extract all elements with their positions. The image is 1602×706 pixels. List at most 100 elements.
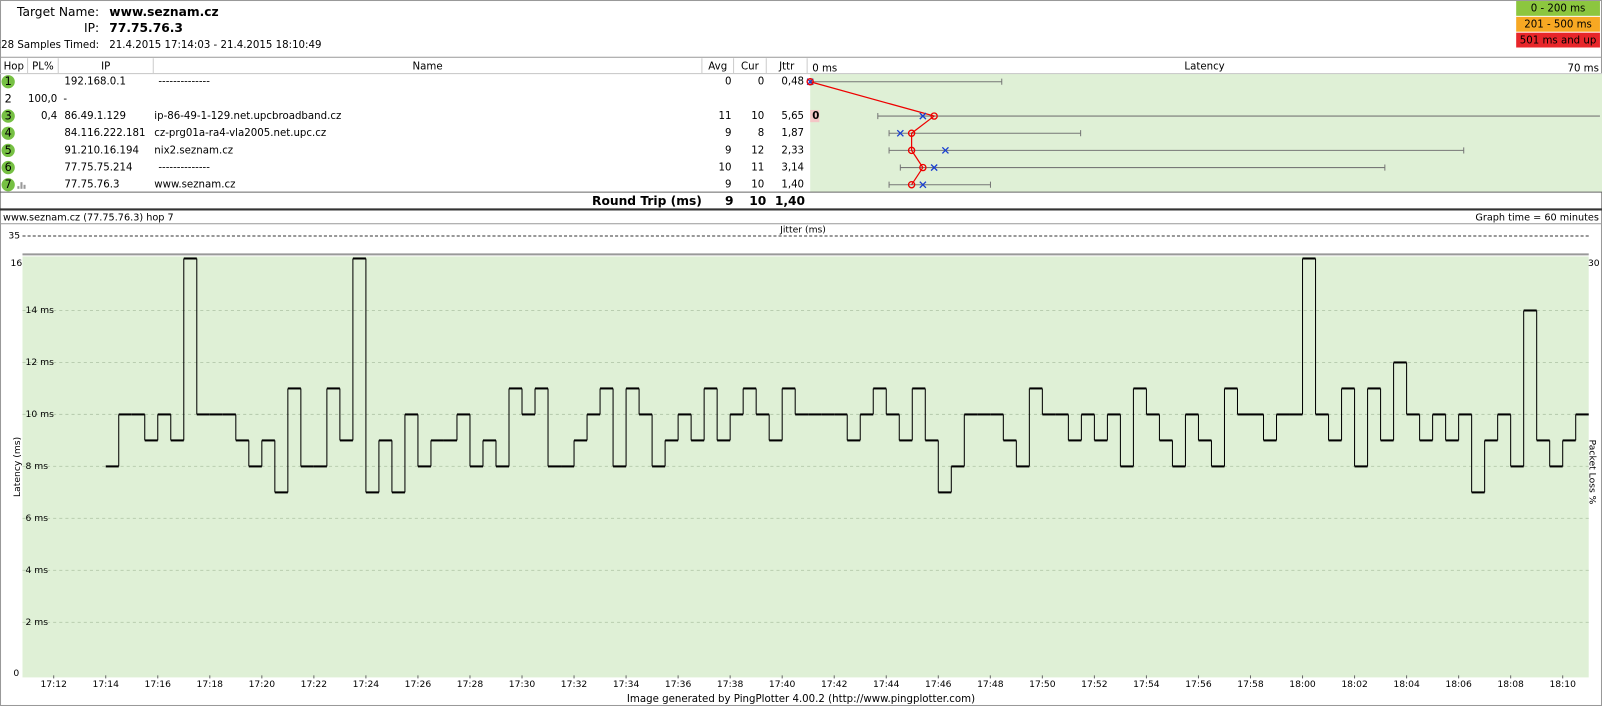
graph-icon (20, 182, 23, 189)
x-tick-label: 18:08 (1497, 679, 1524, 690)
ip: 77.75.76.3 (109, 21, 183, 35)
loss-marker: 0 (812, 111, 819, 122)
cur-marker (941, 146, 949, 154)
column-header: Hop (4, 61, 24, 72)
x-tick-label: 17:24 (353, 679, 380, 690)
column-header: Avg (708, 61, 727, 72)
cur-marker (896, 129, 904, 137)
cur: 11 (751, 163, 764, 174)
x-tick-label: 17:16 (145, 679, 172, 690)
y-tick-label: 4 ms (26, 565, 49, 576)
x-tick-label: 18:10 (1549, 679, 1576, 690)
latency-range (888, 147, 1465, 154)
hop: 7 (5, 178, 12, 191)
y2-axis-label: Packet Loss % (1586, 440, 1597, 505)
hop-badge (1, 143, 15, 158)
cur-marker (919, 181, 927, 189)
jitter-tick: 35 (8, 231, 20, 242)
y-tick-label: 0 (13, 668, 19, 679)
jitter: 0,48 (781, 77, 804, 88)
ip: 192.168.0.1 (64, 77, 126, 88)
x-tick-label: 18:00 (1289, 679, 1316, 690)
x-tick-label: 17:40 (769, 679, 796, 690)
x-tick-label: 17:38 (717, 679, 744, 690)
avg: 9 (725, 145, 731, 156)
hop-badge (1, 109, 15, 123)
y-tick-label: 10 ms (26, 409, 55, 420)
cur: 10 (751, 180, 764, 191)
x-tick-label: 18:04 (1393, 679, 1420, 690)
column-header: PL% (32, 61, 54, 72)
jitter: 2,33 (781, 145, 804, 156)
avg-marker (806, 78, 814, 86)
cur: 12 (751, 145, 764, 156)
x-tick-label: 18:02 (1341, 679, 1367, 690)
hop-badge (1, 126, 15, 140)
x-tick-label: 17:28 (457, 679, 484, 690)
latency-title: Latency (1184, 61, 1224, 72)
avg-marker (930, 112, 938, 120)
legend-swatch (1516, 16, 1600, 32)
graph-area (22, 256, 1589, 678)
legend-swatch (1516, 32, 1600, 48)
hop-badge (1, 160, 15, 175)
hop: 1 (5, 75, 12, 88)
round-trip-cur: 10 (749, 194, 766, 208)
graph-time: Graph time = 60 minutes (1475, 213, 1599, 224)
round-trip-jitter: 1,40 (775, 194, 805, 208)
latency-range (877, 113, 1600, 120)
x-tick-label: 17:52 (1081, 679, 1107, 690)
x-tick-label: 17:42 (821, 679, 847, 690)
column-header: Name (413, 61, 443, 72)
latency-scale: 70 ms (1567, 63, 1598, 74)
ip: - (63, 94, 67, 105)
y-tick-label: 14 ms (26, 305, 55, 316)
legend-label: 201 - 500 ms (1524, 20, 1592, 31)
x-tick-label: 17:22 (301, 679, 327, 690)
x-tick-label: 17:32 (561, 679, 587, 690)
hop: 5 (5, 144, 12, 157)
x-tick-label: 17:18 (197, 679, 224, 690)
graph-icon (17, 186, 20, 189)
target: www.seznam.cz (109, 5, 218, 19)
y-tick-label: 2 ms (26, 617, 49, 628)
column-header: Jttr (778, 61, 795, 72)
legend-label: 501 ms and up (1520, 35, 1597, 46)
y-tick-label: 6 ms (26, 513, 49, 524)
round-trip-label: Round Trip (ms) (592, 194, 702, 208)
avg: 9 (725, 180, 731, 191)
ip: 77.75.75.214 (64, 163, 132, 174)
latency-range (888, 130, 1082, 137)
x-tick-label: 17:48 (977, 679, 1004, 690)
x-tick-label: 17:20 (249, 679, 276, 690)
packet-loss: 0,4 (41, 111, 57, 122)
name: nix2.seznam.cz (154, 145, 233, 156)
x-tick-label: 17:14 (92, 679, 119, 690)
ip: 91.210.16.194 (64, 145, 139, 156)
y-tick-label: 16 (10, 258, 22, 269)
x-tick-label: 17:36 (665, 679, 692, 690)
legend-swatch (1516, 1, 1600, 16)
cur: 0 (758, 77, 764, 88)
label: 228 Samples Timed: (0, 40, 99, 51)
x-tick-label: 17:46 (925, 679, 952, 690)
cur: 8 (758, 128, 764, 139)
x-tick-label: 17:44 (873, 679, 900, 690)
hop-badge (1, 75, 15, 89)
jitter-label: Jitter (ms) (779, 224, 826, 235)
legend-label: 0 - 200 ms (1531, 4, 1586, 15)
x-tick-label: 17:50 (1029, 679, 1056, 690)
name: ip-86-49-1-129.net.upcbroadband.cz (154, 111, 341, 122)
x-tick-label: 17:54 (1133, 679, 1160, 690)
avg-marker (907, 129, 916, 137)
cur: 10 (751, 111, 764, 122)
label: Target Name: (16, 5, 99, 19)
name: cz-prg01a-ra4-vla2005.net.upc.cz (154, 128, 326, 139)
loss-marker-bg (810, 109, 820, 123)
jitter: 3,14 (781, 163, 804, 174)
graph-icon (23, 184, 26, 189)
jitter: 1,87 (781, 128, 804, 139)
